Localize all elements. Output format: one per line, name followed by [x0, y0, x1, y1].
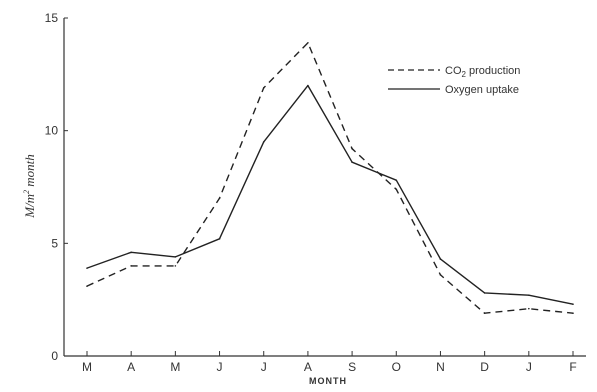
y-tick-label: 0	[51, 349, 58, 363]
y-tick-label: 15	[45, 11, 59, 25]
x-tick-label: S	[348, 360, 356, 374]
y-axis-title-base: M/m	[22, 194, 37, 219]
data-point	[351, 147, 353, 150]
data-point	[307, 84, 309, 87]
x-tick-label: N	[436, 360, 445, 374]
legend-label-co2-main: CO	[445, 65, 462, 77]
legend-label-co2: CO2 production	[445, 65, 520, 79]
x-tick-label: A	[304, 360, 312, 374]
data-point	[572, 303, 574, 305]
data-point	[86, 285, 88, 287]
x-tick-label: D	[480, 360, 489, 374]
axes	[63, 18, 586, 357]
data-point	[307, 41, 309, 44]
data-point	[130, 251, 132, 254]
y-axis-title-tail: month	[22, 154, 37, 190]
series-line-oxygen-uptake	[86, 84, 574, 305]
data-point	[439, 274, 442, 276]
data-point	[218, 238, 221, 240]
data-point	[395, 188, 398, 191]
y-tick-label: 10	[45, 124, 59, 138]
legend-label-co2-sub: 2	[462, 70, 467, 79]
data-point	[218, 197, 221, 200]
x-tick-label: O	[392, 360, 401, 374]
data-point	[262, 141, 265, 143]
x-tick-label: M	[170, 360, 180, 374]
legend-label-co2-tail: production	[466, 65, 520, 77]
y-axis-title-sup: 2	[22, 190, 31, 194]
data-point	[483, 312, 486, 314]
x-tick-label: M	[82, 360, 92, 374]
x-axis-title: MONTH	[309, 376, 347, 386]
data-point	[572, 312, 574, 314]
data-point	[439, 258, 442, 260]
data-point	[130, 265, 132, 267]
y-axis-title: M/m2 month	[22, 154, 37, 219]
y-ticks: 0 5 10 15	[45, 11, 68, 363]
data-point	[528, 294, 530, 296]
y-tick-label: 5	[51, 236, 58, 250]
data-point	[528, 307, 530, 310]
data-point	[262, 87, 265, 89]
x-tick-label: J	[261, 360, 267, 374]
data-point	[86, 267, 88, 269]
legend-label-oxygen: Oxygen uptake	[445, 84, 519, 96]
data-point	[483, 292, 486, 294]
x-tick-label: F	[569, 360, 576, 374]
x-tick-label: J	[526, 360, 532, 374]
series-line-co2-production	[86, 42, 574, 314]
series-lines	[86, 41, 574, 314]
data-point	[351, 161, 353, 164]
data-point	[174, 256, 177, 258]
x-tick-label: J	[217, 360, 223, 374]
data-point	[174, 265, 177, 267]
data-point	[395, 179, 398, 182]
x-tick-label: A	[127, 360, 135, 374]
legend: CO2 production Oxygen uptake	[388, 65, 520, 96]
